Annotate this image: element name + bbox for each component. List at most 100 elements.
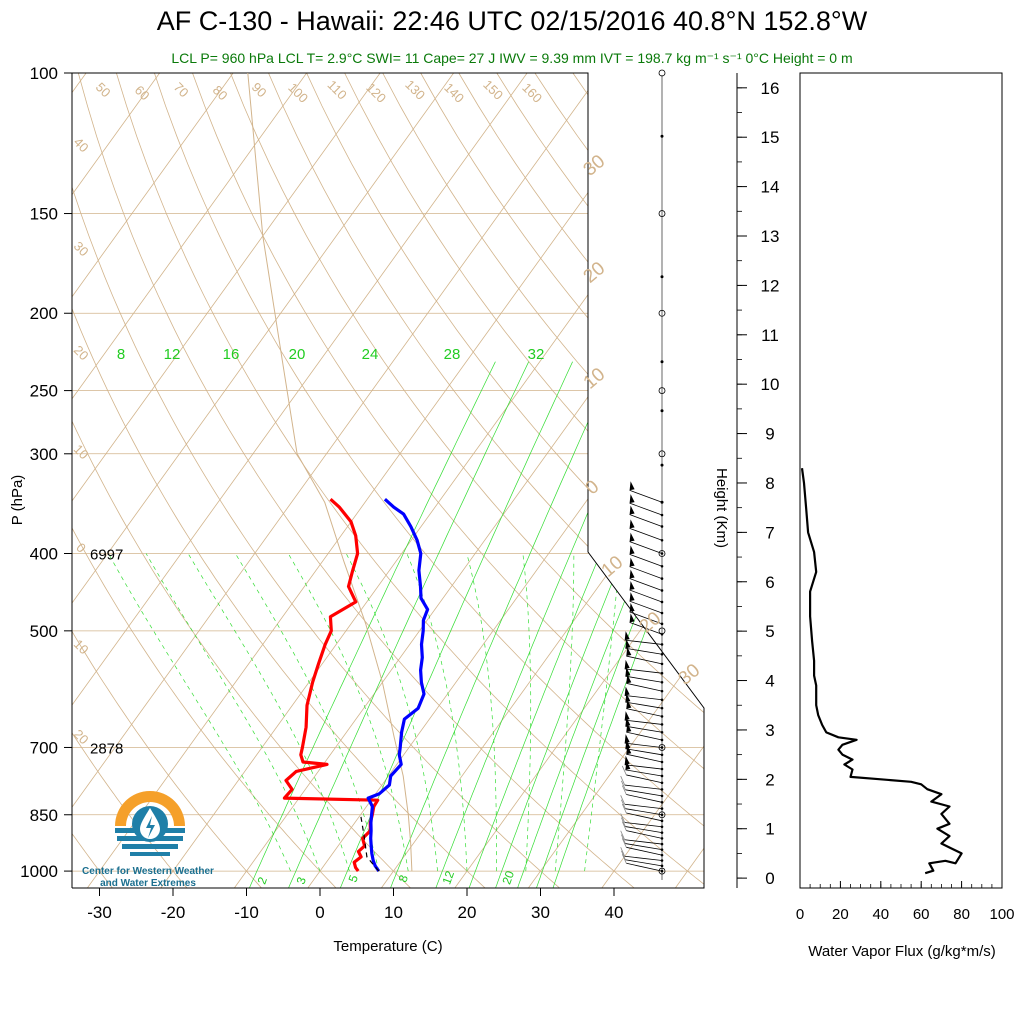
- isotherm-line: [307, 73, 704, 888]
- barb-dot: [660, 671, 664, 675]
- dry-adiabat-label: 160: [519, 80, 545, 106]
- dry-adiabat-line: [72, 73, 262, 888]
- wind-barb-flag: [621, 799, 626, 809]
- dry-adiabat-label: 20: [71, 726, 92, 747]
- wind-barb-pennant: [629, 505, 635, 515]
- height-tick-label: 1: [765, 820, 774, 839]
- dry-adiabat-label: 60: [132, 82, 153, 103]
- wind-barb-flag: [621, 850, 626, 860]
- wind-barb-pennant: [629, 581, 635, 591]
- wind-barb-flag: [620, 813, 626, 823]
- isotherm-label: 0: [582, 476, 604, 499]
- barb-dot: [660, 409, 664, 413]
- flux-x-tick-label: 40: [872, 906, 889, 923]
- cw3e-logo: [115, 791, 185, 856]
- dry-adiabat-line: [192, 73, 704, 888]
- wind-barb: [626, 794, 663, 803]
- wind-barb-pennant: [629, 602, 635, 612]
- barb-dot: [660, 275, 664, 279]
- wind-barb-pennant: [629, 481, 635, 491]
- x-tick-label: 40: [605, 903, 624, 922]
- mixing-ratio-label: 2: [255, 875, 271, 886]
- mixing-ratio-label: 8: [117, 346, 125, 363]
- dry-adiabat-label: 130: [402, 77, 428, 103]
- barb-dot: [660, 807, 664, 810]
- isotherm-label: 20: [580, 258, 610, 288]
- dry-adiabat-label: 90: [249, 79, 270, 100]
- wind-barb: [625, 826, 663, 834]
- wind-barb-pennant: [629, 592, 635, 602]
- dry-adiabat-line: [572, 73, 704, 888]
- moist-adiabat-line: [145, 553, 321, 872]
- wind-barb: [624, 719, 663, 725]
- x-tick-label: 10: [384, 903, 403, 922]
- barb-dot: [660, 842, 664, 846]
- moist-adiabat-line: [235, 553, 380, 872]
- barb-dot: [660, 831, 664, 834]
- isotherm-line: [72, 73, 601, 888]
- dry-adiabat-label: 40: [71, 134, 92, 155]
- wind-barb-pennant: [629, 557, 635, 567]
- wind-barb-pennant: [624, 631, 630, 641]
- y-tick-label: 400: [30, 544, 58, 563]
- barb-dot: [660, 788, 664, 791]
- wind-barb-pennant: [624, 686, 630, 696]
- dry-adiabat-label: 120: [363, 80, 389, 106]
- x-tick-label: 20: [458, 903, 477, 922]
- mixing-ratio-label: 32: [528, 346, 545, 363]
- barb-dot: [660, 781, 664, 785]
- mixing-ratio-line: [435, 361, 654, 888]
- wind-barb-flag: [621, 765, 627, 776]
- height-tick-label: 10: [761, 375, 780, 394]
- barb-dot: [660, 819, 664, 823]
- flux-x-tick-label: 0: [796, 906, 804, 923]
- wind-barb: [626, 812, 663, 822]
- barb-dot: [660, 552, 664, 555]
- x-tick-label: -10: [234, 903, 259, 922]
- barb-dot: [660, 643, 664, 646]
- skewt-background-lines: [72, 73, 704, 888]
- parcel-ascent-line: [247, 73, 413, 872]
- wind-barb: [625, 859, 663, 867]
- barb-dot: [660, 589, 664, 592]
- moist-adiabat-line: [406, 553, 468, 872]
- barb-dot: [660, 698, 664, 702]
- mixing-ratio-line: [288, 361, 530, 888]
- barb-dot: [660, 564, 664, 568]
- barb-dot: [660, 837, 664, 840]
- height-tick-label: 3: [765, 721, 774, 740]
- flux-x-tick-label: 60: [913, 906, 930, 923]
- moist-adiabat-line: [584, 553, 621, 872]
- barb-dot: [660, 463, 664, 467]
- dry-adiabat-line: [382, 73, 704, 888]
- wind-barb: [629, 621, 663, 635]
- barb-dot: [660, 794, 664, 798]
- wind-barb: [629, 502, 663, 516]
- wind-barb: [624, 742, 663, 748]
- wind-barb: [629, 489, 663, 503]
- wind-barb-pennant: [626, 699, 632, 709]
- isotherm-label: 30: [675, 660, 705, 690]
- height-tick-label: 11: [761, 326, 779, 345]
- barb-dot: [660, 801, 664, 804]
- isotherm-line: [72, 73, 234, 888]
- dry-adiabat-label: 50: [93, 79, 114, 100]
- wind-barb: [626, 682, 663, 692]
- skewt-profiles: [247, 73, 430, 873]
- wind-barb-pennant: [624, 659, 630, 669]
- isotherm-line: [527, 73, 704, 888]
- barb-dot: [660, 746, 664, 749]
- wind-barb: [626, 731, 663, 741]
- wind-barb: [626, 708, 663, 717]
- x-tick-label: -20: [161, 903, 186, 922]
- dry-adiabat-label: 150: [480, 77, 506, 103]
- barb-level-circle: [658, 450, 666, 458]
- x-tick-label: 30: [531, 903, 550, 922]
- wind-barb-flag: [621, 834, 626, 844]
- barb-level-circle: [658, 867, 666, 875]
- mixing-ratio-label: 28: [444, 346, 461, 363]
- barb-dot: [660, 848, 664, 851]
- dry-adiabat-label: 10: [71, 441, 92, 462]
- barb-dot: [660, 611, 664, 615]
